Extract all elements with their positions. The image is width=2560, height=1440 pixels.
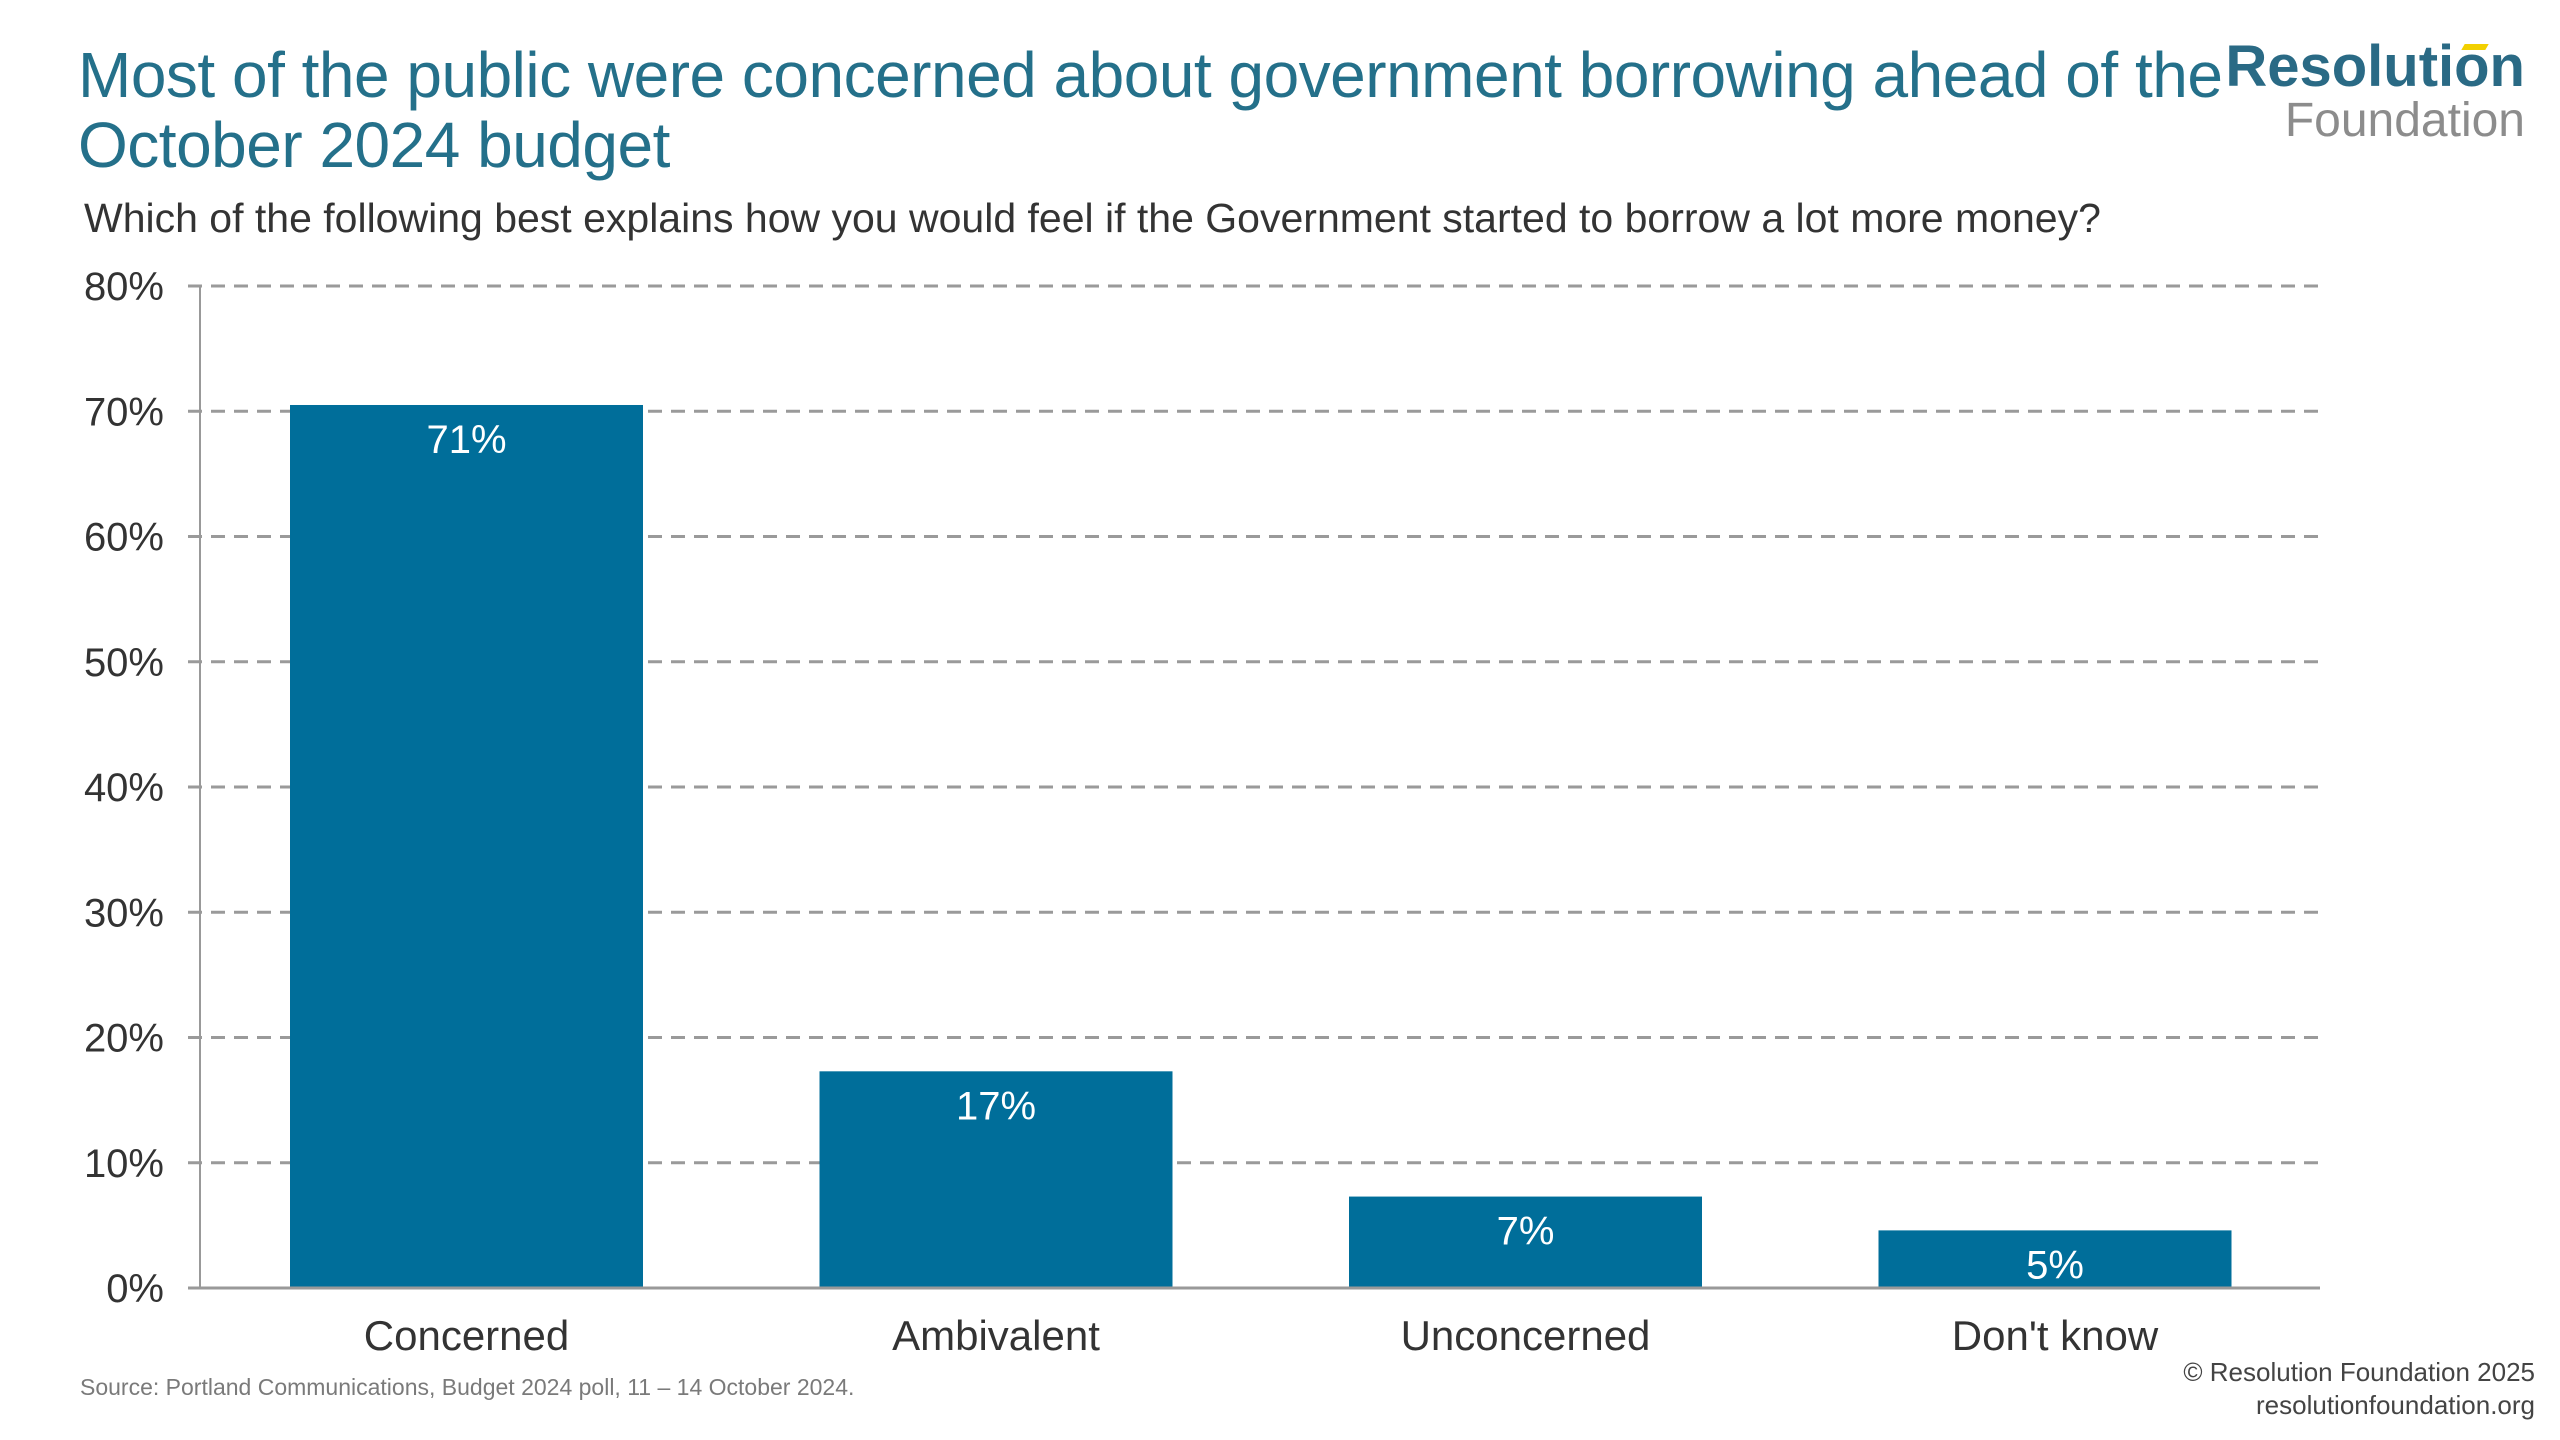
y-tick-label: 70%	[84, 390, 164, 434]
x-category-label: Unconcerned	[1401, 1312, 1651, 1359]
logo-line1: Resolution	[2225, 34, 2525, 99]
y-tick-label: 80%	[84, 265, 164, 309]
website-url: resolutionfoundation.org	[2256, 1390, 2535, 1420]
data-label: 7%	[1497, 1210, 1555, 1254]
resolution-foundation-logo: Resolution Foundation	[2225, 38, 2525, 146]
y-tick-label: 30%	[84, 891, 164, 935]
y-tick-label: 20%	[84, 1017, 164, 1061]
data-label: 17%	[956, 1084, 1036, 1128]
chart-subtitle: Which of the following best explains how…	[84, 195, 2101, 241]
copyright: © Resolution Foundation 2025	[2183, 1357, 2535, 1387]
data-label: 5%	[2026, 1243, 2084, 1287]
bar	[290, 404, 643, 1288]
logo-line2: Foundation	[2284, 94, 2525, 147]
x-category-label: Ambivalent	[892, 1312, 1100, 1359]
chart-title: Most of the public were concerned about …	[78, 39, 2223, 181]
bar	[1349, 1196, 1702, 1288]
y-tick-label: 50%	[84, 641, 164, 685]
bar	[819, 1071, 1173, 1288]
y-tick-label: 40%	[84, 766, 164, 810]
y-tick-label: 10%	[84, 1142, 164, 1186]
copyright-block: © Resolution Foundation 2025 resolutionf…	[2183, 1356, 2535, 1422]
y-tick-label: 0%	[106, 1267, 164, 1311]
x-category-label: Concerned	[364, 1312, 569, 1359]
bar	[1878, 1230, 2232, 1288]
data-label: 71%	[426, 418, 506, 462]
x-category-label: Don't know	[1952, 1312, 2159, 1359]
source-note: Source: Portland Communications, Budget …	[80, 1374, 855, 1400]
y-tick-label: 60%	[84, 516, 164, 560]
